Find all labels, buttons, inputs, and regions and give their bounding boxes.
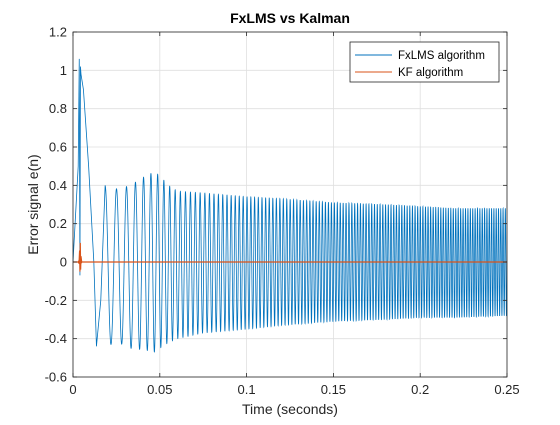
y-tick-label: 0.6 [49,140,67,155]
legend-label-kf: KF algorithm [398,67,463,79]
y-tick-label: 0 [60,255,67,270]
x-tick-label: 0.25 [494,382,519,397]
y-tick-label: -0.6 [45,370,67,385]
x-tick-label: 0.15 [321,382,346,397]
chart-title: FxLMS vs Kalman [230,10,350,26]
y-tick-label: 0.2 [49,216,67,231]
series-line-fxlms [73,58,507,353]
legend-label-fxlms: FxLMS algorithm [398,50,485,62]
y-tick-label: 1.2 [49,25,67,40]
y-tick-label: 0.8 [49,101,67,116]
x-tick-label: 0.1 [238,382,256,397]
axes-box [72,31,508,378]
y-tick-label: 1 [60,63,67,78]
tick-labels: 0 0.05 0.1 0.15 0.2 0.25 -0.6 -0.4 -0.2 0 0.2 0.4 0.… [45,25,520,398]
x-tick-label: 0.2 [411,382,429,397]
y-tick-label: -0.4 [45,331,67,346]
plot-area [73,58,507,353]
legend: FxLMS algorithm KF algorithm [349,41,500,83]
legend-box [349,41,500,83]
y-tick-label: 0.4 [49,178,67,193]
ticks [72,31,508,378]
series-line-kf [73,242,507,272]
y-axis-label: Error signal e(n) [25,154,41,254]
x-tick-label: 0 [69,382,76,397]
x-axis-label: Time (seconds) [242,401,338,417]
y-tick-label: -0.2 [45,293,67,308]
series-layer [73,58,507,353]
x-tick-label: 0.05 [147,382,172,397]
kf-transient-point [77,259,83,265]
